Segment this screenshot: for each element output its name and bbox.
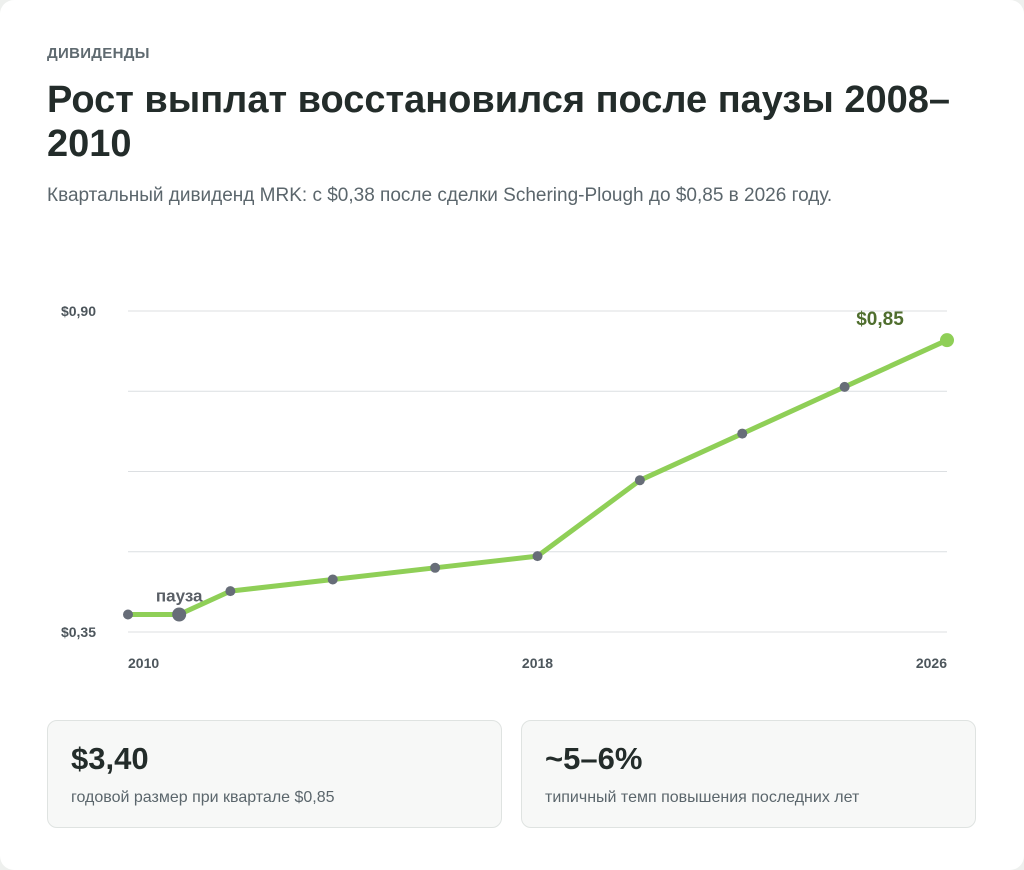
data-point [430,562,441,573]
kpi-card-growth: ~5–6% типичный темп повышения последних … [521,720,976,828]
data-point [123,609,133,620]
data-point [327,574,338,585]
data-point [634,475,645,486]
data-point-latest [940,333,954,348]
data-point [225,586,236,597]
page-subtitle: Квартальный дивиденд MRK: с $0,38 после … [47,185,833,206]
data-point [532,551,543,562]
kpi-value: ~5–6% [545,741,643,776]
y-tick-label: $0,35 [61,624,96,640]
eyebrow-label: ДИВИДЕНДЫ [47,45,150,62]
data-point [839,381,850,392]
kpi-value: $3,40 [71,741,149,776]
kpi-card-annual: $3,40 годовой размер при квартале $0,85 [47,720,502,828]
series-line [125,337,950,617]
page-title: Рост выплат восстановился после паузы 20… [47,79,951,165]
data-point-pause [172,607,187,622]
x-tick-label: 2010 [128,655,159,671]
x-tick-label: 2018 [522,655,553,671]
data-point [737,428,748,439]
y-tick-label: $0,90 [61,303,96,319]
pause-annotation: пауза [156,586,203,605]
x-tick-label: 2026 [916,655,947,671]
latest-value-label: $0,85 [856,309,904,330]
kpi-label: годовой размер при квартале $0,85 [71,789,335,806]
kpi-label: типичный темп повышения последних лет [545,789,860,806]
